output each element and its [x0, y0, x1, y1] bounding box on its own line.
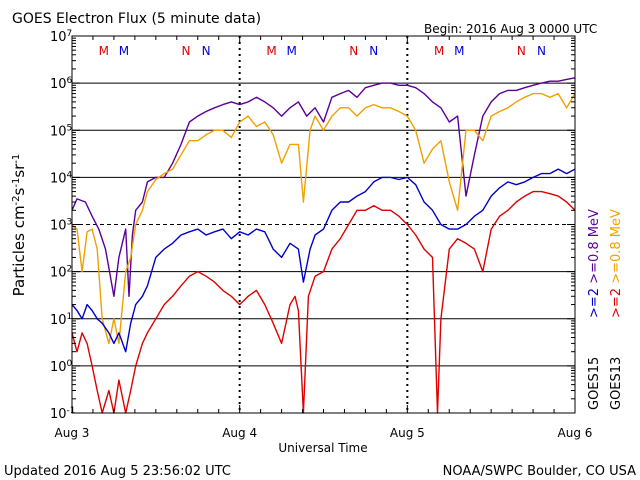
series-line — [71, 92, 576, 345]
region-marker: N — [369, 44, 378, 58]
x-axis-label: Universal Time — [278, 441, 367, 455]
source-credit: NOAA/SWPC Boulder, CO USA — [443, 464, 636, 479]
region-marker: M — [119, 44, 129, 58]
x-tick-label: Aug 5 — [390, 426, 425, 440]
legend-entry: >=2 >=0.8 MeV — [609, 209, 624, 318]
region-marker: N — [202, 44, 211, 58]
legend-satellite-label: GOES13 — [609, 357, 624, 410]
region-marker: N — [517, 44, 526, 58]
series-line — [71, 168, 576, 353]
updated-timestamp: Updated 2016 Aug 5 23:56:02 UTC — [4, 464, 231, 479]
x-tick-labels: Aug 3 Aug 4 Aug 5 Aug 6 — [55, 426, 593, 440]
region-marker: N — [537, 44, 546, 58]
x-tick-label: Aug 4 — [222, 426, 257, 440]
series-line — [71, 77, 576, 297]
region-marker: N — [182, 44, 191, 58]
region-marker: N — [349, 44, 358, 58]
plot-frame — [71, 35, 576, 414]
region-marker: M — [266, 44, 276, 58]
legend: GOES15 >=2 >=0.8 MeV GOES13 >=2 >=0.8 MeV — [587, 209, 624, 410]
region-marker: M — [434, 44, 444, 58]
x-tick-label: Aug 3 — [55, 426, 90, 440]
x-tick-label: Aug 6 — [558, 426, 593, 440]
chart-title: GOES Electron Flux (5 minute data) — [12, 11, 261, 27]
legend-satellite-label: GOES15 — [587, 357, 602, 410]
region-marker: M — [454, 44, 464, 58]
region-marker: M — [286, 44, 296, 58]
axis-ticks — [71, 35, 576, 414]
region-marker: M — [99, 44, 109, 58]
begin-label: Begin: 2016 Aug 3 0000 UTC — [424, 22, 597, 36]
legend-entry: >=2 >=0.8 MeV — [587, 209, 602, 318]
y-axis-label: Particles cm-2s-1sr-1 — [10, 154, 28, 297]
